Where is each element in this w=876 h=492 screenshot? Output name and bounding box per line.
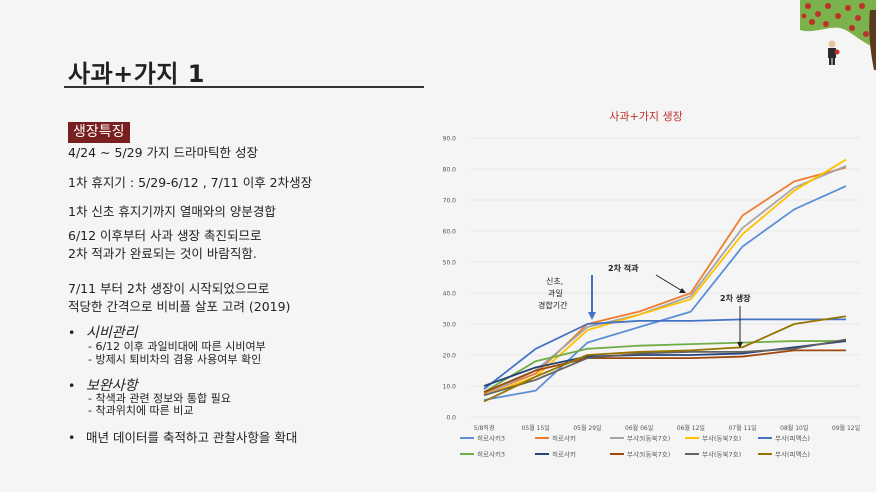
- y-tick-label: 10.0: [443, 384, 457, 391]
- annotation-arrow: [655, 274, 685, 293]
- annotation-arrowhead: [588, 312, 596, 320]
- apple-tree-image: [800, 0, 876, 70]
- text-line-6: 7/11 부터 2차 생장이 시작되었으므로: [68, 281, 270, 296]
- annotation-label: 과일: [548, 289, 563, 298]
- legend-label: 히로사키3: [477, 434, 505, 443]
- y-tick-label: 80.0: [443, 167, 457, 174]
- series-line: [483, 340, 847, 387]
- y-tick-label: 0.0: [446, 415, 456, 422]
- x-tick-label: 09월 12일: [832, 424, 860, 432]
- x-tick-label: 5/8직경: [474, 425, 495, 432]
- bullet-sub: - 착과위치에 따른 비교: [88, 404, 194, 417]
- legend-label: 부사3(동북7호): [627, 434, 670, 443]
- legend-label: 부사(피멕스): [775, 434, 810, 443]
- section-badge: 생장특징: [68, 122, 130, 143]
- y-tick-label: 90.0: [443, 136, 457, 143]
- title-underline: [64, 86, 424, 88]
- bullet-accumulate: • 매년 데이터를 축적하고 관찰사항을 확대: [68, 430, 298, 445]
- annotation-arrowhead: [679, 288, 686, 293]
- annotation-arrowhead: [737, 342, 743, 348]
- y-tick-label: 20.0: [443, 353, 457, 360]
- text-line-4: 6/12 이후부터 사과 생장 촉진되므로: [68, 228, 262, 243]
- legend-label: 부사(피멕스): [775, 450, 810, 459]
- y-tick-label: 30.0: [443, 322, 457, 329]
- bullet-fertilizer: • 시비관리: [68, 325, 138, 341]
- series-line: [483, 318, 846, 390]
- series-line: [483, 349, 846, 394]
- y-tick-label: 50.0: [443, 260, 457, 267]
- series-line: [483, 340, 846, 393]
- series-line: [483, 165, 847, 397]
- legend-label: 히로사키: [552, 434, 576, 443]
- x-tick-label: 06월 06일: [625, 424, 653, 432]
- annotation-label: 경합기간: [538, 300, 568, 310]
- bullet-supplement: • 보완사항: [68, 378, 138, 394]
- legend-label: 부사3(동북7호): [627, 450, 670, 459]
- series-line: [483, 315, 847, 403]
- x-tick-label: 06월 12일: [677, 424, 705, 432]
- slide-title: 사과+가지 1: [68, 60, 205, 88]
- annotation-label: 2차 적과: [608, 263, 639, 273]
- legend-label: 히로사키3: [477, 450, 505, 459]
- x-tick-label: 08월 10일: [780, 424, 808, 432]
- x-tick-label: 05월 29일: [573, 424, 601, 432]
- bullet-sub: - 방제시 퇴비차의 겸용 사용여부 확인: [88, 353, 262, 366]
- chart-title: 사과+가지 생장: [609, 110, 682, 123]
- legend-label: 히로사키: [552, 450, 576, 459]
- y-tick-label: 70.0: [443, 198, 457, 205]
- series-line: [483, 338, 847, 397]
- annotation-label: 2차 생장: [720, 293, 751, 303]
- text-line-3: 1차 신초 휴지기까지 열매와의 양분경합: [68, 204, 276, 219]
- text-line-1: 4/24 ~ 5/29 가지 드라마틱한 성장: [68, 145, 258, 160]
- text-line-7: 적당한 간격으로 비비플 살포 고려 (2019): [68, 299, 291, 314]
- series-line: [483, 185, 847, 401]
- text-line-2: 1차 휴지기 : 5/29-6/12 , 7/11 이후 2차생장: [68, 175, 313, 190]
- bullet-sub: - 6/12 이후 과일비대에 따른 시비여부: [88, 340, 266, 353]
- growth-chart: 사과+가지 생장 0.0 10.0 20.0 30.0 40.0 50.0 60.0 70.0 8…: [443, 110, 860, 459]
- y-tick-label: 60.0: [443, 229, 457, 236]
- y-tick-label: 40.0: [443, 291, 457, 298]
- legend-label: 부사(동북7호): [702, 434, 741, 443]
- x-tick-label: 05월 15일: [522, 424, 550, 432]
- x-tick-label: 07월 11일: [728, 424, 756, 432]
- text-line-5: 2차 적과가 완료되는 것이 바람직함.: [68, 246, 257, 261]
- bullet-sub: - 착색과 관련 정보와 통합 필요: [88, 392, 231, 405]
- annotation-label: 신초,: [546, 277, 563, 286]
- legend-label: 부사(동북7호): [702, 450, 741, 459]
